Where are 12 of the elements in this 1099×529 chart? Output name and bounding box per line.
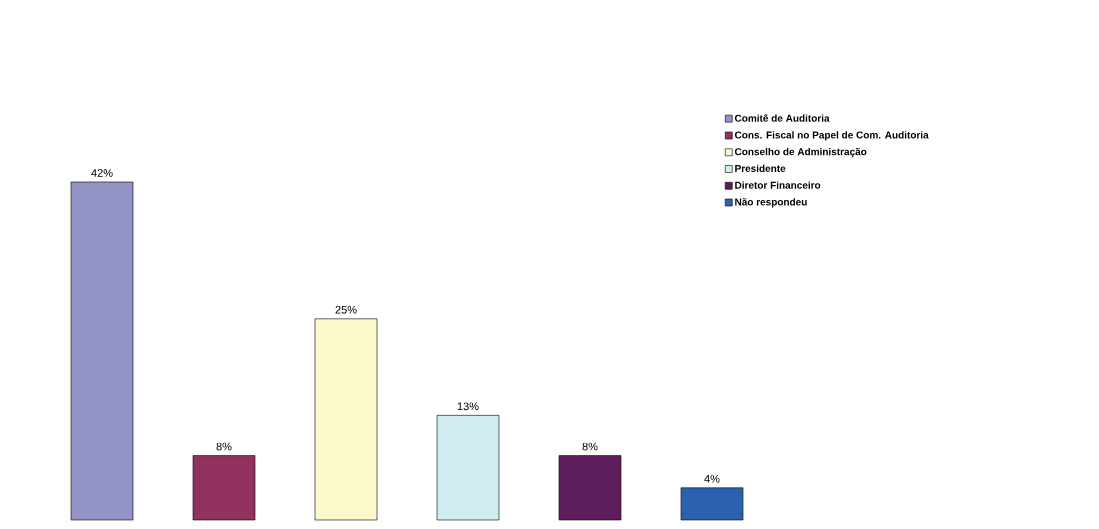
legend-label: Diretor Financeiro (735, 181, 821, 189)
legend-label: Conselho de Administração (734, 147, 867, 158)
data-label: 25% (335, 305, 357, 314)
legend-label: Cons. Fiscal no Papel de Com. Auditoria (734, 131, 929, 141)
data-label: 8% (216, 442, 232, 451)
data-label: 42% (91, 169, 113, 177)
data-label: 8% (582, 442, 598, 451)
legend-label: Presidente (735, 164, 786, 172)
legend-label: Não respondeu (735, 198, 807, 208)
legend-label: Comitê de Auditoria (734, 114, 830, 122)
data-label: 4% (704, 474, 720, 483)
data-label: 13% (457, 402, 479, 411)
